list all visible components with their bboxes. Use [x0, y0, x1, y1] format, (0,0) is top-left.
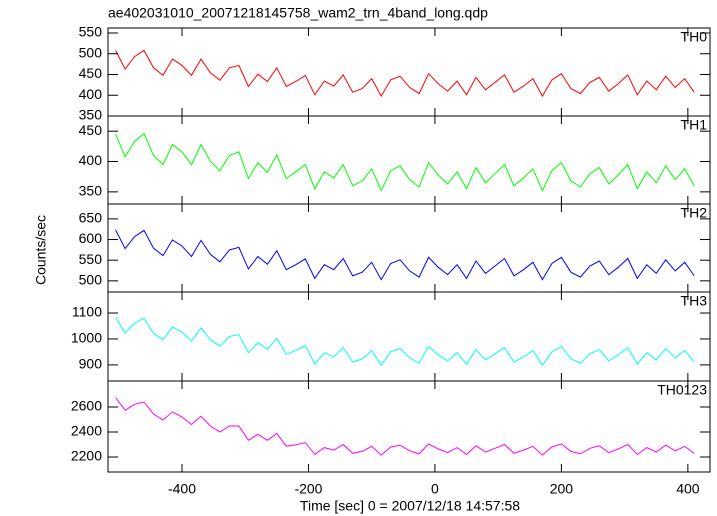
- panel-frame: [107, 291, 711, 382]
- x-axis-label: Time [sec] 0 = 2007/12/18 14:57:58: [300, 498, 520, 514]
- y-tick-label: 500: [79, 272, 103, 288]
- x-tick-label: 200: [550, 481, 574, 497]
- y-tick-label: 1000: [71, 330, 102, 346]
- y-tick-label: 1100: [72, 304, 102, 320]
- y-tick-label: 350: [79, 107, 103, 123]
- y-tick-label: 400: [79, 152, 103, 168]
- x-tick-label: -400: [168, 481, 196, 497]
- panel-label: TH2: [681, 205, 708, 221]
- panel-frame: [107, 115, 711, 205]
- data-line: [115, 229, 695, 281]
- y-tick-label: 2400: [71, 423, 102, 439]
- y-tick-label: 900: [79, 356, 103, 372]
- y-tick-label: 2600: [71, 398, 102, 414]
- data-line: [115, 132, 695, 192]
- data-line: [115, 49, 695, 98]
- y-tick-label: 2200: [71, 448, 102, 464]
- panel-frame: [107, 380, 711, 473]
- panel-label: TH0: [681, 29, 708, 45]
- x-tick-label: 0: [431, 481, 439, 497]
- y-tick-label: 650: [79, 210, 103, 226]
- y-tick-label: 450: [79, 65, 103, 81]
- x-tick-label: 400: [676, 481, 700, 497]
- y-tick-label: 450: [79, 122, 103, 138]
- y-tick-label: 350: [79, 183, 103, 199]
- panel-frame: [107, 203, 711, 293]
- panel-frame: [107, 27, 711, 117]
- data-line: [115, 397, 695, 456]
- y-tick-label: 500: [79, 44, 103, 60]
- y-tick-label: 400: [79, 86, 103, 102]
- y-axis-label: Counts/sec: [33, 215, 49, 285]
- y-tick-label: 550: [79, 24, 103, 40]
- x-tick-label: -200: [294, 481, 322, 497]
- chart-title: ae402031010_20071218145758_wam2_trn_4ban…: [108, 5, 488, 21]
- panel-label: TH1: [681, 117, 708, 133]
- panel-label: TH3: [681, 293, 708, 309]
- panel-label: TH0123: [657, 382, 707, 398]
- y-tick-label: 550: [79, 251, 103, 267]
- data-line: [115, 316, 695, 367]
- y-tick-label: 600: [79, 230, 103, 246]
